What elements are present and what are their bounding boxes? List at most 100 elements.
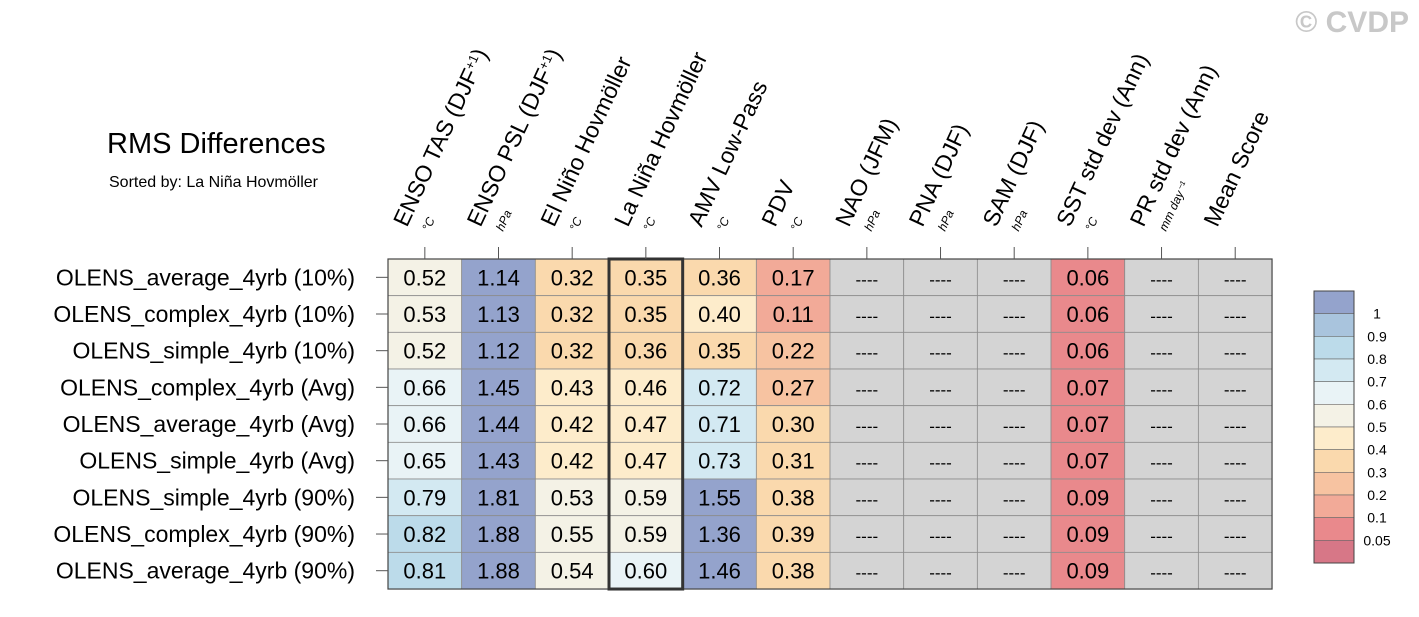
cell-value-label: 1.45 [477,375,520,400]
heatmap-cell [608,515,684,553]
cell-value-label: ---- [1003,527,1026,546]
cell-value-label: 0.09 [1066,522,1109,547]
colorbar-segment [1313,358,1355,382]
colorbar-segment [1313,472,1355,496]
heatmap-cell [387,405,463,443]
heatmap-cell [1050,441,1126,480]
cell-value-label: 0.42 [551,412,594,437]
cell-value-label: ---- [1003,270,1026,289]
cell-value-label: ---- [1224,490,1247,509]
cell-value-label: 0.07 [1066,449,1109,474]
column-header: PDV°C [756,176,807,233]
cell-value-label: 0.43 [551,375,594,400]
heatmap-cell [608,331,684,370]
cell-value-label: ---- [1003,564,1026,583]
heatmap-cell [1050,551,1126,590]
column-label: SAM (DJF) [977,116,1049,230]
cell-value-label: ---- [856,527,879,546]
column-label: AMV Low-Pass [682,77,772,230]
colorbar-segment [1313,494,1355,518]
row-label: OLENS_complex_4yrb (90%) [53,521,355,547]
heatmap-cell [1197,551,1273,590]
heatmap-cell [1050,515,1126,553]
cell-value-label: 0.17 [772,265,815,290]
cell-value-label: ---- [1150,564,1173,583]
heatmap-cell [903,515,978,553]
chart-subtitle: Sorted by: La Niña Hovmöller [109,174,318,191]
heatmap-cell [755,368,831,407]
cell-value-label: ---- [856,270,879,289]
cell-value-label: ---- [1224,454,1247,473]
colorbar-segment [1313,540,1355,564]
heatmap-cell [755,331,831,370]
row-label: OLENS_simple_4yrb (90%) [72,484,355,510]
cell-value-label: ---- [1150,270,1173,289]
heatmap-cell [682,405,757,443]
cell-value-label: ---- [929,490,952,509]
cell-value-label: ---- [856,344,879,363]
cell-value-label: 0.59 [624,522,667,547]
heatmap-cell [387,331,463,370]
cell-value-label: 0.35 [624,302,667,327]
cell-value-label: 0.11 [773,302,814,327]
cell-value-label: 0.65 [403,449,446,474]
heatmap-cell [1124,551,1199,590]
heatmap-cell [461,441,536,480]
cell-value-label: 1.55 [698,485,741,510]
heatmap-cell [1197,331,1273,370]
cell-value-label: 0.36 [624,339,667,364]
column-label: NAO (JFM) [830,114,903,230]
cell-value-label: 0.36 [698,265,741,290]
cell-value-label: ---- [1224,380,1247,399]
heatmap-cell [976,478,1052,517]
heatmap-cell [1050,331,1126,370]
cell-value-label: ---- [856,454,879,473]
cell-value-label: 0.06 [1066,265,1109,290]
heatmap-cell [976,515,1052,553]
column-unit-label: hPa [493,208,515,234]
heatmap-cell [534,331,610,370]
cell-value-label: 1.44 [477,412,520,437]
cell-value-label: 1.88 [477,559,520,584]
cell-value-label: 0.79 [403,485,446,510]
cell-value-label: 0.30 [772,412,815,437]
colorbar-border [1313,290,1355,564]
heatmap-cell [1197,515,1273,553]
heatmap-cell [1124,478,1199,517]
cell-value-label: ---- [856,564,879,583]
cell-value-label: ---- [856,417,879,436]
row-label: OLENS_average_4yrb (90%) [56,558,355,584]
cell-value-label: ---- [929,270,952,289]
cell-value-label: 0.60 [624,559,667,584]
column-unit-label: °C [788,215,807,233]
heatmap-cell [1124,515,1199,553]
heatmap-cell [608,551,684,590]
cell-value-label: 0.66 [403,412,446,437]
colorbar-segment [1313,404,1355,428]
cell-value-label: 0.39 [772,522,815,547]
cell-value-label: 0.31 [772,449,815,474]
cell-value-label: ---- [929,564,952,583]
heatmap-cell [1197,258,1273,297]
heatmap-cell [1124,405,1199,443]
colorbar-tick-label: 1 [1373,306,1381,322]
cell-value-label: ---- [1150,344,1173,363]
heatmap-cell [1050,368,1126,407]
heatmap-cell [608,441,684,480]
colorbar-segment [1313,290,1355,314]
cell-value-label: ---- [929,344,952,363]
cell-value-label: 0.52 [403,339,446,364]
copyright-watermark: © CVDP [1295,6,1409,39]
cell-value-label: 0.54 [551,559,594,584]
heatmap-cell [903,441,978,480]
column-unit-label: hPa [935,208,957,234]
row-label: OLENS_average_4yrb (10%) [56,264,355,290]
colorbar-tick-label: 0.2 [1367,487,1387,503]
cell-value-label: 0.66 [403,375,446,400]
cell-value-label: ---- [856,380,879,399]
cell-value-label: ---- [856,307,879,326]
row-label: OLENS_average_4yrb (Avg) [63,411,355,437]
cell-value-label: 1.14 [477,265,520,290]
heatmap-cell [755,441,831,480]
